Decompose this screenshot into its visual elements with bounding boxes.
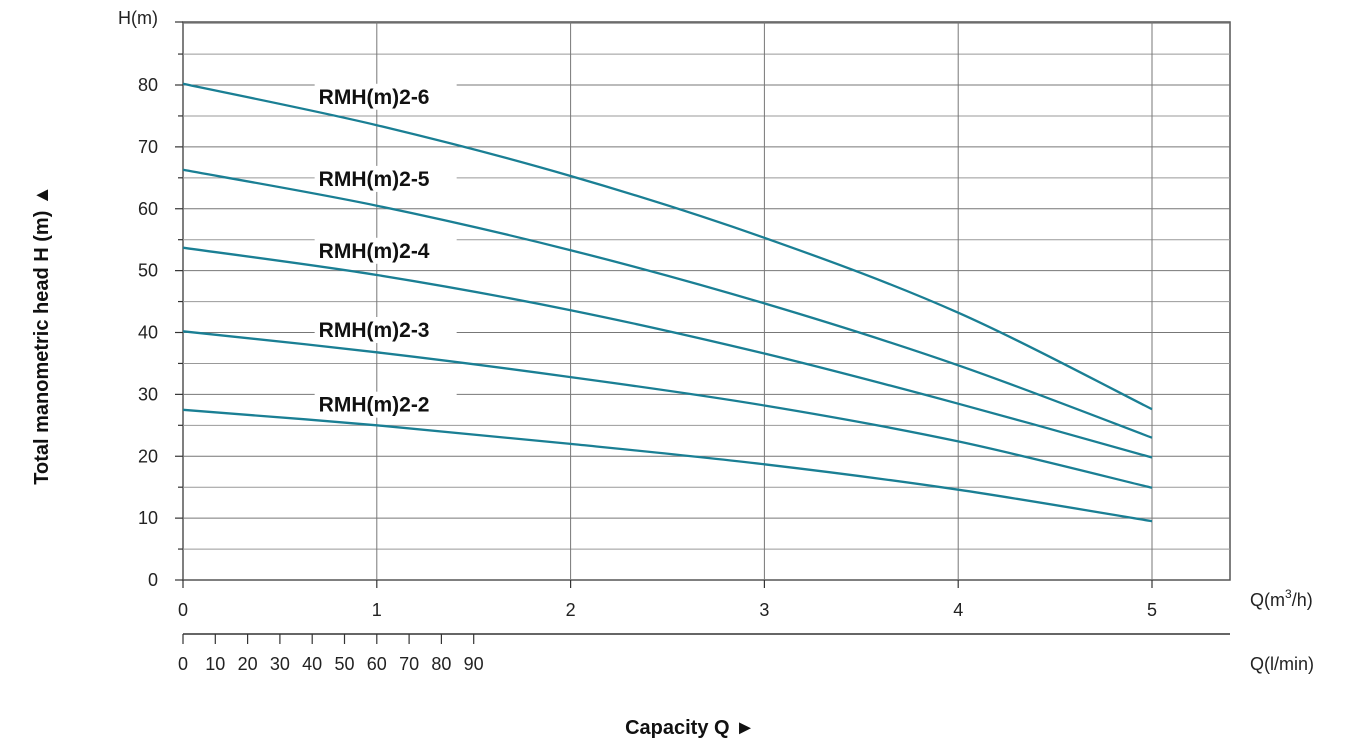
axes	[175, 21, 1230, 644]
series-line-4	[182, 330, 1153, 489]
series-label-bg	[314, 165, 457, 192]
x-tick-label-m3h: 0	[178, 600, 188, 620]
x-unit-m3h-label: Q(m3/h)	[1250, 587, 1313, 610]
y-tick-labels: 0 10 20 30 40 50 60 70 80	[138, 75, 158, 590]
x-tick-label-lmin: 50	[334, 654, 354, 674]
x-tick-label-m3h: 4	[953, 600, 963, 620]
series-label-bg	[314, 237, 457, 264]
series-labels: RMH(m)2-6 RMH(m)2-5 RMH(m)2-4 RMH(m)2-3 RMH(…	[314, 83, 457, 418]
series-label: RMH(m)2-3	[319, 319, 430, 342]
series-label-bg	[314, 391, 457, 418]
x-tick-label-lmin: 70	[399, 654, 419, 674]
y-tick-label: 10	[138, 508, 158, 528]
y-tick-label: 20	[138, 446, 158, 466]
y-tick-label: 50	[138, 261, 158, 281]
series-label: RMH(m)2-2	[319, 394, 430, 417]
series-label: RMH(m)2-5	[319, 168, 430, 191]
y-tick-label: 80	[138, 75, 158, 95]
y-tick-label: 40	[138, 323, 158, 343]
series-line-2	[182, 168, 1153, 439]
x-tick-label-lmin: 60	[367, 654, 387, 674]
x-axis-title: Capacity Q ►	[625, 717, 755, 739]
x-tick-label-lmin: 20	[238, 654, 258, 674]
x-tick-label-lmin: 10	[205, 654, 225, 674]
x-tick-label-m3h: 1	[372, 600, 382, 620]
curves	[182, 82, 1153, 523]
x-tick-label-lmin: 80	[431, 654, 451, 674]
y-tick-label: 60	[138, 199, 158, 219]
series-line-1	[182, 82, 1153, 411]
x-tick-label-lmin: 90	[464, 654, 484, 674]
y-tick-label: 30	[138, 384, 158, 404]
x-tick-labels: 0 1 2 3 4 50 10 20 30 40 50 60 70 80 90	[178, 600, 1157, 674]
y-unit-label: H(m)	[118, 8, 158, 28]
y-axis-title: Total manometric head H (m) ▲	[31, 185, 53, 484]
x-tick-label-lmin: 30	[270, 654, 290, 674]
x-tick-label-m3h: 3	[759, 600, 769, 620]
series-label-bg	[314, 316, 457, 343]
series-line-3	[182, 246, 1153, 459]
x-unit-lmin-label: Q(l/min)	[1250, 654, 1314, 674]
x-tick-label-lmin: 0	[178, 654, 188, 674]
x-tick-label-m3h: 2	[566, 600, 576, 620]
x-tick-label-lmin: 40	[302, 654, 322, 674]
series-label: RMH(m)2-6	[319, 86, 430, 109]
series-label: RMH(m)2-4	[319, 240, 430, 263]
series-line-5	[182, 408, 1153, 523]
y-tick-label: 0	[148, 570, 158, 590]
series-label-bg	[314, 83, 457, 110]
x-tick-label-m3h: 5	[1147, 600, 1157, 620]
y-tick-label: 70	[138, 137, 158, 157]
